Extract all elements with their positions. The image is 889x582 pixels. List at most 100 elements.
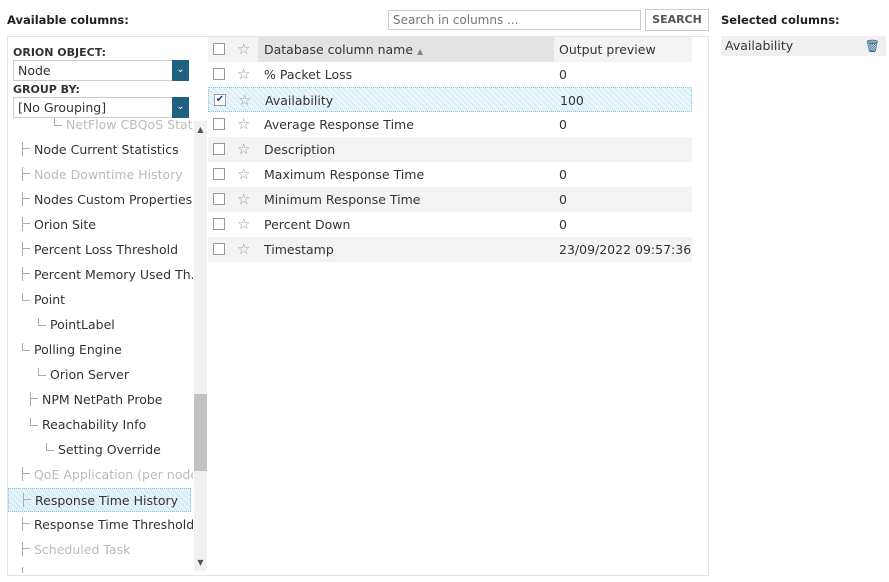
chevron-down-icon[interactable]: ⌄ [172,60,189,81]
tree-connector-icon [46,443,55,451]
group-by-label: GROUP BY: [13,83,80,96]
tree-item[interactable] [22,563,34,573]
star-icon[interactable]: ☆ [237,240,251,258]
orion-object-select[interactable]: Node ⌄ [13,60,189,81]
tree-item[interactable]: Orion Server [38,363,129,387]
output-preview: 23/09/2022 09:57:36 [559,242,692,257]
tree-item[interactable]: NetFlow CBQoS Stats... [54,117,193,137]
tree-connector-icon [22,217,31,231]
column-name: Availability [265,93,334,108]
orion-object-label: ORION OBJECT: [13,46,107,59]
columns-table: ☆ Database column name ▲ Output preview … [208,37,692,262]
tree-connector-icon [22,343,31,351]
tree-item[interactable]: Nodes Custom Properties [22,188,192,212]
tree-item-label: Node Current Statistics [34,142,179,157]
tree-item-label: Setting Override [58,442,161,457]
scroll-down-icon[interactable]: ▼ [197,558,204,567]
table-row[interactable]: ☆ Maximum Response Time 0 [208,162,692,187]
tree-item[interactable]: Percent Memory Used Th... [22,263,193,287]
tree-item-label: Polling Engine [34,342,122,357]
tree-item-label: Response Time History [35,493,179,508]
selected-columns-label: Selected columns: [721,13,840,27]
column-name: Maximum Response Time [264,167,425,182]
tree-item[interactable]: Percent Loss Threshold [22,238,178,262]
row-checkbox[interactable] [213,218,225,230]
search-input[interactable] [388,10,641,30]
select-all-checkbox[interactable] [213,43,225,55]
column-name: Average Response Time [264,117,414,132]
row-checkbox[interactable] [213,243,225,255]
trash-icon[interactable]: 🗑 [864,39,880,53]
output-preview: 0 [559,167,567,182]
star-icon[interactable]: ☆ [237,215,251,233]
tree-item[interactable]: Point [22,288,65,312]
scroll-up-icon[interactable]: ▲ [197,125,204,134]
table-row[interactable]: ☆ Average Response Time 0 [208,112,692,137]
available-columns-label: Available columns: [7,13,129,27]
tree-item-label: QoE Application (per node) [34,467,193,482]
table-row[interactable]: ☆ Timestamp 23/09/2022 09:57:36 [208,237,692,262]
tree-connector-icon [22,167,31,181]
sort-asc-icon: ▲ [417,47,424,56]
tree-item-label: Orion Server [50,367,129,382]
output-preview: 0 [559,192,567,207]
tree-item[interactable]: PointLabel [38,313,115,337]
tree-item-label: Percent Memory Used Th... [34,267,193,282]
table-row[interactable]: ☆ Description [208,137,692,162]
table-row[interactable]: ✔ ☆ Availability 100 [208,87,692,112]
tree-connector-icon [38,318,47,326]
tree-item[interactable]: QoE Application (per node) [22,463,193,487]
tree-item[interactable]: Response Time Threshold [22,513,193,537]
star-icon[interactable]: ☆ [237,65,251,83]
tree-item[interactable]: Setting Override [46,438,161,462]
tree-item[interactable]: Response Time History [8,488,191,512]
selected-column-item[interactable]: Availability 🗑 [721,36,886,56]
tree-connector-icon [22,242,31,256]
column-name: Percent Down [264,217,351,232]
table-row[interactable]: ☆ Minimum Response Time 0 [208,187,692,212]
tree-connector-icon [22,192,31,206]
tree-item-label: Reachability Info [42,417,147,432]
scrollbar-thumb[interactable] [194,394,207,471]
search-button[interactable]: SEARCH [645,9,709,31]
tree-connector-icon [23,493,32,507]
column-header-name[interactable]: Database column name ▲ [258,37,554,64]
tree-item-label: Response Time Threshold [34,517,193,532]
orion-object-value: Node [18,63,51,78]
table-row[interactable]: ☆ Percent Down 0 [208,212,692,237]
star-icon[interactable]: ☆ [238,91,252,109]
group-by-select[interactable]: [No Grouping] ⌄ [13,97,189,118]
column-header-preview: Output preview [559,42,656,57]
table-row[interactable]: ☆ % Packet Loss 0 [208,62,692,87]
tree-item[interactable]: Orion Site [22,213,96,237]
column-name: % Packet Loss [264,67,353,82]
tree-item[interactable]: Node Current Statistics [22,138,179,162]
row-checkbox[interactable] [213,168,225,180]
star-icon[interactable]: ☆ [237,115,251,133]
row-checkbox[interactable]: ✔ [214,94,226,106]
star-icon[interactable]: ☆ [237,140,251,158]
tree-item[interactable]: NPM NetPath Probe [30,388,162,412]
tree-item[interactable]: Reachability Info [30,413,146,437]
chevron-down-icon[interactable]: ⌄ [172,97,189,118]
output-preview: 0 [559,117,567,132]
star-icon[interactable]: ☆ [237,165,251,183]
row-checkbox[interactable] [213,193,225,205]
tree-item[interactable]: Polling Engine [22,338,122,362]
tree-scrollbar[interactable]: ▲ ▼ [194,121,207,571]
tree-item[interactable]: Node Downtime History [22,163,183,187]
row-checkbox[interactable] [213,118,225,130]
tree-item-label: PointLabel [50,317,115,332]
output-preview: 0 [559,67,567,82]
column-name: Minimum Response Time [264,192,421,207]
star-icon[interactable]: ☆ [237,190,251,208]
tree-item[interactable]: Scheduled Task [22,538,130,562]
tree-connector-icon [30,392,39,406]
tree-item-label: Node Downtime History [34,167,183,182]
tree-connector-icon [22,542,31,556]
tree-item-label: Orion Site [34,217,96,232]
row-checkbox[interactable] [213,68,225,80]
tree-item-label: NetFlow CBQoS Stats... [66,117,193,132]
tree-connector-icon [38,368,47,376]
row-checkbox[interactable] [213,143,225,155]
